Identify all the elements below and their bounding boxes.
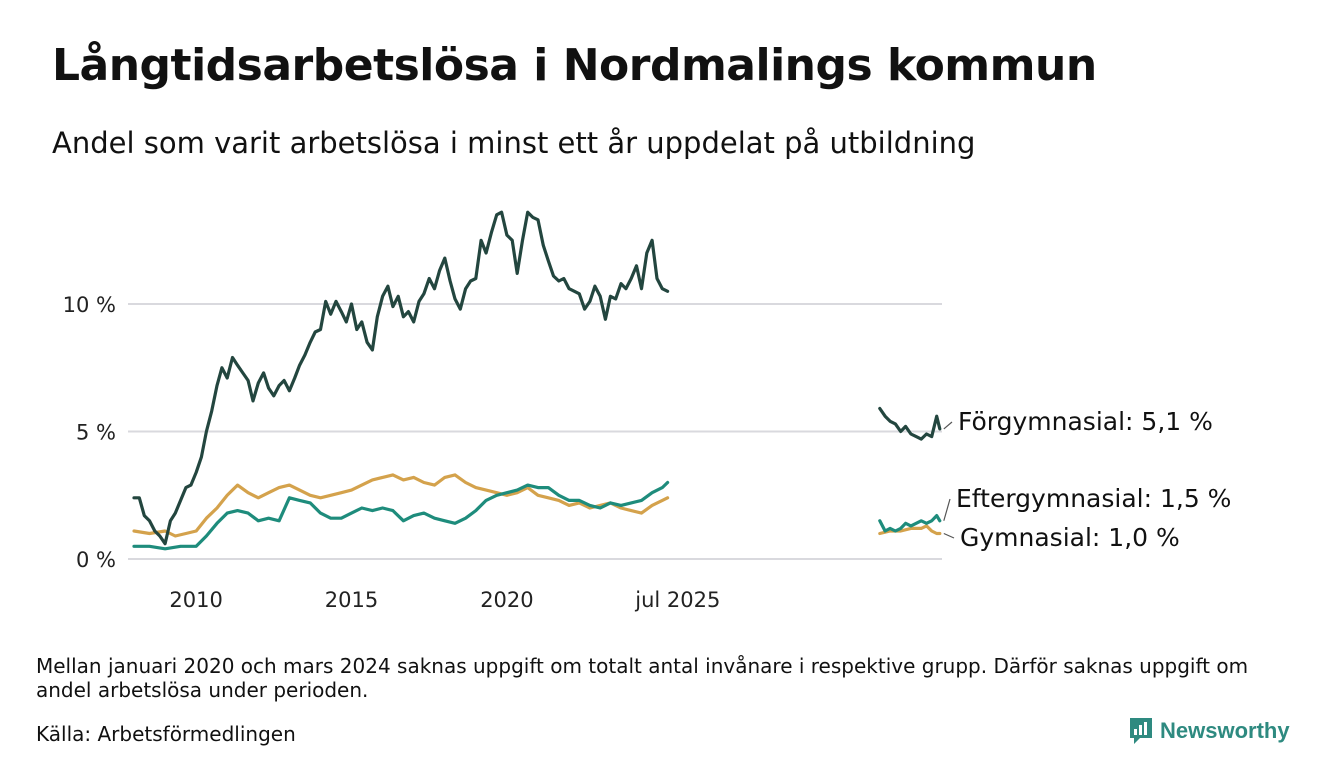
- page-subtitle: Andel som varit arbetslösa i minst ett å…: [52, 126, 976, 160]
- y-tick-label: 5 %: [76, 421, 116, 445]
- brand-name: Newsworthy: [1160, 718, 1290, 743]
- x-tick-label: 2020: [480, 588, 533, 612]
- x-axis-labels: 2010 2015 2020 jul 2025: [169, 588, 720, 612]
- y-tick-label: 10 %: [63, 293, 116, 317]
- source-text: Källa: Arbetsförmedlingen: [36, 722, 296, 746]
- series-line-förgymnasial: [132, 210, 670, 546]
- x-tick-label: 2010: [169, 588, 222, 612]
- series-label-gymnasial: Gymnasial: 1,0 %: [960, 523, 1180, 552]
- line-chart: 0 % 5 % 10 % 2010 2015 2020 jul 2025 Förgymna…: [63, 210, 1231, 612]
- label-leader: [943, 498, 951, 521]
- y-tick-label: 0 %: [76, 548, 116, 572]
- page-title: Långtidsarbetslösa i Nordmalings kommun: [52, 40, 1097, 91]
- series-label-förgymnasial: Förgymnasial: 5,1 %: [958, 407, 1213, 436]
- footnote: Mellan januari 2020 och mars 2024 saknas…: [36, 654, 1249, 702]
- series-label-eftergymnasial: Eftergymnasial: 1,5 %: [956, 484, 1231, 513]
- grid-layer: [128, 303, 942, 560]
- y-axis-labels: 0 % 5 % 10 %: [63, 293, 116, 572]
- series-line-gymnasial: [132, 473, 670, 538]
- series-labels: Förgymnasial: 5,1 % Eftergymnasial: 1,5 %…: [943, 407, 1231, 552]
- series-line-förgymnasial: [878, 406, 942, 441]
- brand-logo: Newsworthy: [1128, 716, 1290, 746]
- x-tick-label: 2015: [325, 588, 378, 612]
- label-leader: [943, 421, 953, 430]
- series-line-eftergymnasial: [132, 480, 670, 551]
- chart-logo-icon: [1130, 718, 1152, 744]
- series-line-eftergymnasial: [878, 514, 942, 533]
- series-lines: [132, 210, 942, 551]
- label-leader: [943, 532, 955, 539]
- x-tick-label: jul 2025: [634, 588, 720, 612]
